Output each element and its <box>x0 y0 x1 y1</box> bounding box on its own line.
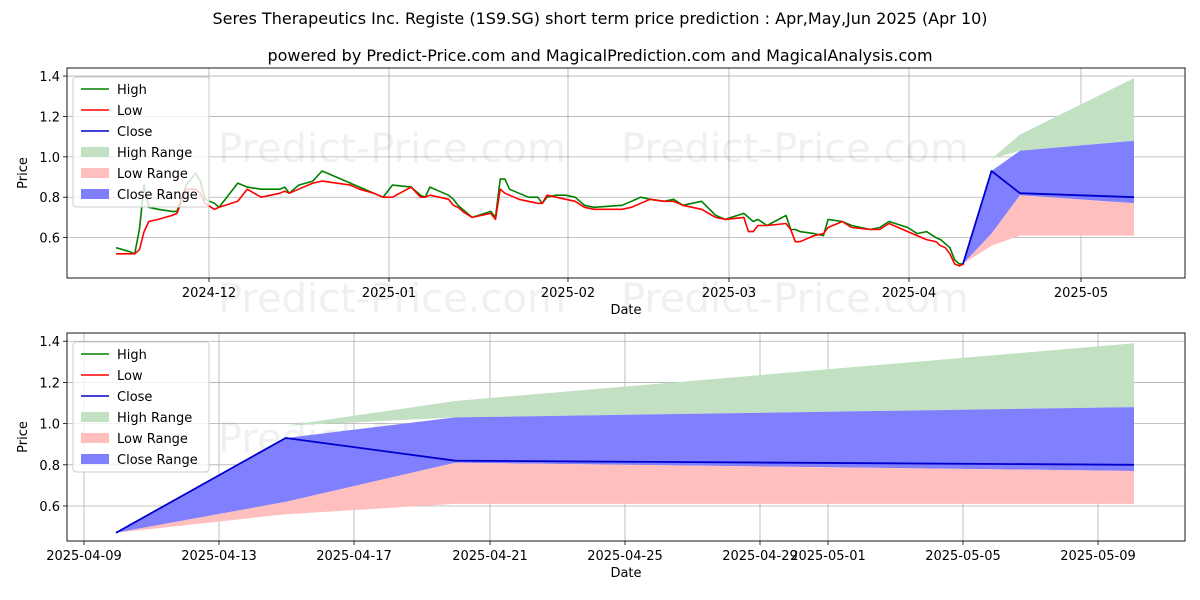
bottom-x-tick-label: 2025-04-21 <box>452 549 528 564</box>
top-x-tick-label: 2025-01 <box>362 286 416 301</box>
top-y-tick-label: 0.8 <box>39 191 60 206</box>
legend-label-high-range: High Range <box>117 411 192 426</box>
top-y-tick-label: 1.4 <box>39 70 60 85</box>
bottom-x-tick-label: 2025-05-01 <box>790 549 866 564</box>
top-high-line <box>115 170 964 265</box>
top-x-axis-label: Date <box>610 303 641 318</box>
bottom-x-tick-label: 2025-04-09 <box>46 549 122 564</box>
bottom-low-range-band <box>116 462 1134 533</box>
top-y-tick-label: 0.6 <box>39 232 60 247</box>
legend-label-high-range: High Range <box>117 146 192 161</box>
top-x-tick-label: 2025-02 <box>541 286 595 301</box>
bottom-close-range-band <box>116 407 1134 533</box>
top-low-range-band <box>963 195 1134 264</box>
legend-label-close-range: Close Range <box>117 453 198 468</box>
chart-title: Seres Therapeutics Inc. Registe (1S9.SG)… <box>212 9 988 28</box>
bottom-x-tick-label: 2025-05-09 <box>1060 549 1136 564</box>
bottom-x-tick-label: 2025-04-13 <box>181 549 257 564</box>
legend-swatch-close-range <box>81 454 109 464</box>
legend-swatch-close-range <box>81 189 109 199</box>
bottom-y-tick-label: 1.0 <box>39 418 60 433</box>
bottom-panel: 2025-04-09 2025-04-13 2025-04-17 2025-04-21… <box>16 332 1186 581</box>
top-close-line <box>962 170 1135 265</box>
legend-label-low: Low <box>117 369 143 384</box>
top-y-axis-label: Price <box>16 157 31 189</box>
chart-subtitle: powered by Predict-Price.com and Magical… <box>267 46 933 65</box>
legend-swatch-high-range <box>81 147 109 157</box>
top-axes-frame <box>66 67 1186 279</box>
watermark: Predict-Price.com <box>218 276 566 322</box>
bottom-y-tick-label: 1.2 <box>39 376 60 391</box>
bottom-y-tick-label: 1.4 <box>39 335 60 350</box>
bottom-close-line <box>115 437 1135 534</box>
watermark: Predict-Price.com <box>621 126 969 172</box>
top-close-range-band <box>963 140 1134 264</box>
top-panel: 2024-12 2025-01 2025-02 2025-03 2025-04 2025-… <box>16 67 1186 322</box>
bottom-x-axis-label: Date <box>610 566 641 581</box>
legend-label-close: Close <box>117 125 152 140</box>
legend-label-low-range: Low Range <box>117 167 188 182</box>
bottom-x-tick-label: 2025-04-17 <box>316 549 392 564</box>
bottom-y-tick-label: 0.6 <box>39 500 60 515</box>
top-low-line <box>116 180 965 267</box>
watermark: Predict-Price.com <box>218 126 566 172</box>
legend-label-close: Close <box>117 390 152 405</box>
bottom-axes-frame <box>66 332 1186 542</box>
legend-label-low-range: Low Range <box>117 432 188 447</box>
bottom-x-tick-label: 2025-05-05 <box>925 549 1001 564</box>
bottom-y-tick-label: 0.8 <box>39 459 60 474</box>
bottom-x-tick-label: 2025-04-29 <box>722 549 798 564</box>
top-x-tick-label: 2024-12 <box>182 286 236 301</box>
legend-label-close-range: Close Range <box>117 188 198 203</box>
bottom-x-tick-label: 2025-04-25 <box>587 549 663 564</box>
bottom-y-axis-label: Price <box>16 421 31 453</box>
top-y-tick-label: 1.2 <box>39 110 60 125</box>
top-x-tick-label: 2025-03 <box>702 286 756 301</box>
legend-swatch-low-range <box>81 433 109 443</box>
top-x-tick-label: 2025-05 <box>1054 286 1108 301</box>
legend-label-high: High <box>117 83 147 98</box>
legend-swatch-low-range <box>81 168 109 178</box>
legend-label-high: High <box>117 348 147 363</box>
top-high-range-band <box>963 78 1134 264</box>
bottom-high-range-band <box>116 343 1134 533</box>
legend-swatch-high-range <box>81 412 109 422</box>
watermark: Predict-Price.com <box>621 276 969 322</box>
top-y-tick-label: 1.0 <box>39 151 60 166</box>
top-x-tick-label: 2025-04 <box>882 286 936 301</box>
legend-label-low: Low <box>117 104 143 119</box>
